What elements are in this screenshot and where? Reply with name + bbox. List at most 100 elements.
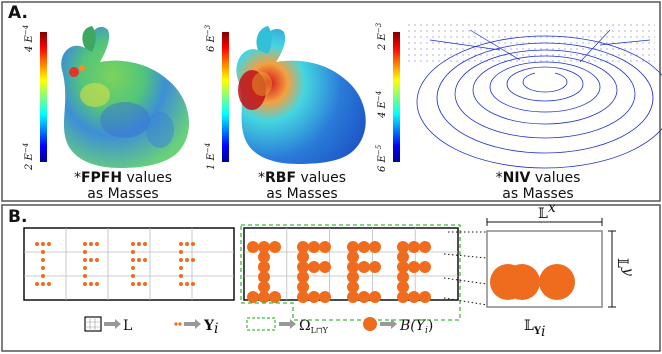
point (185, 258, 189, 262)
caption-rbf-line1: *RBF values (258, 170, 346, 186)
point (41, 258, 45, 262)
point (179, 242, 183, 246)
point (95, 282, 99, 286)
ball (358, 241, 370, 253)
ball (358, 261, 370, 273)
bunny-fpfh-image (61, 26, 190, 169)
ball (308, 291, 320, 303)
caption-niv-line2: as Masses (502, 186, 573, 202)
colorbar-top-label: 2 E−3 (375, 22, 388, 51)
point (83, 274, 87, 278)
legend-points-label: Yi (203, 318, 218, 337)
point (143, 242, 147, 246)
point (131, 258, 135, 262)
point (179, 250, 183, 254)
colorbar-rbf: 6 E−3 1 E−4 (204, 24, 229, 170)
point (41, 282, 45, 286)
ball (258, 261, 270, 273)
colorbar-bottom-label: 2 E−4 (22, 143, 35, 171)
ball (297, 271, 309, 283)
point (41, 266, 45, 270)
point (185, 242, 189, 246)
legend-grid: L (84, 316, 132, 334)
colorbar-fpfh: 4 E−4 2 E−4 (22, 25, 47, 171)
point (131, 282, 135, 286)
ball (247, 241, 259, 253)
point (83, 258, 87, 262)
point (191, 282, 195, 286)
ball (419, 261, 431, 273)
point (47, 242, 51, 246)
zoomed-cell: 𝕃x 𝕃y 𝕃Yi (486, 200, 636, 340)
ball (297, 251, 309, 263)
ball (347, 291, 359, 303)
ball (258, 291, 270, 303)
ball (369, 291, 381, 303)
ball (297, 261, 309, 273)
bunny-rbf-image (236, 26, 366, 165)
colorbar-gradient (393, 32, 400, 162)
point (179, 258, 183, 262)
colorbar-top-label: 6 E−3 (204, 24, 217, 52)
zoom-connectors (443, 231, 488, 306)
point (83, 242, 87, 246)
point (83, 250, 87, 254)
ball (347, 271, 359, 283)
point (191, 258, 195, 262)
point (83, 266, 87, 270)
ball (269, 241, 281, 253)
legend-ball: B(Yi) (363, 317, 433, 336)
point (179, 282, 183, 286)
colorbar-gradient (40, 32, 47, 162)
ball (419, 291, 431, 303)
ball (347, 261, 359, 273)
point (35, 242, 39, 246)
ball (419, 241, 431, 253)
ball (297, 281, 309, 293)
ball (258, 241, 270, 253)
ball (347, 281, 359, 293)
ball (408, 291, 420, 303)
caption-niv-line1: *NIV values (496, 170, 581, 186)
colorbar-bottom-label: 1 E−4 (204, 143, 217, 170)
panel-a-label: A. (8, 3, 28, 23)
legend-omega-label: ΩL⊓Y (299, 318, 329, 335)
ball (258, 271, 270, 283)
ball (397, 291, 409, 303)
point (131, 274, 135, 278)
ball (369, 241, 381, 253)
ball (319, 241, 331, 253)
ball (397, 271, 409, 283)
point (137, 282, 141, 286)
point (179, 266, 183, 270)
grid-with-balls (240, 224, 461, 321)
ball (408, 241, 420, 253)
ball (247, 291, 259, 303)
legend-grid-label: L (123, 318, 132, 334)
point (41, 250, 45, 254)
ball (397, 281, 409, 293)
point (89, 242, 93, 246)
ball (308, 241, 320, 253)
point (89, 282, 93, 286)
legend: L Yi ΩL⊓Y B(Yi) (84, 316, 433, 337)
grid-with-points (23, 227, 235, 301)
colorbar-mid-label: 4 E−4 (375, 91, 388, 119)
point (41, 242, 45, 246)
point (95, 258, 99, 262)
point (137, 242, 141, 246)
point (47, 282, 51, 286)
panel-b-label: B. (8, 207, 27, 227)
colorbar-top-label: 4 E−4 (22, 25, 35, 53)
ball (369, 261, 381, 273)
ball (308, 261, 320, 273)
caption-fpfh-line1: *FPFH values (74, 170, 172, 186)
point (131, 242, 135, 246)
point (185, 282, 189, 286)
ball (397, 261, 409, 273)
point (35, 282, 39, 286)
ball (347, 241, 359, 253)
point (41, 274, 45, 278)
point (89, 258, 93, 262)
